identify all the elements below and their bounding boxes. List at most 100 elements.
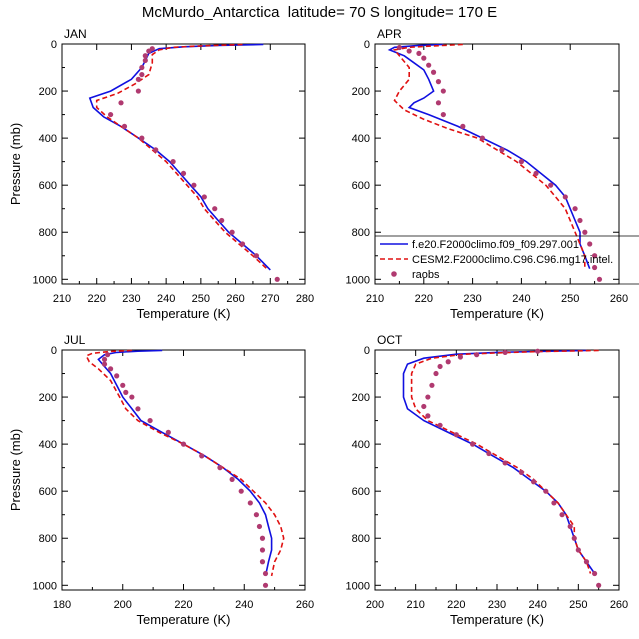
raobs-point xyxy=(551,500,557,506)
raobs-point xyxy=(101,361,108,367)
y-tick-label: 200 xyxy=(39,86,57,98)
x-tick-label: 220 xyxy=(415,293,433,305)
page-title: McMurdo_Antarctica latitude= 70 S longit… xyxy=(141,4,498,21)
raobs-point xyxy=(135,406,141,412)
raobs-point xyxy=(460,123,466,129)
raobs-point xyxy=(146,48,152,54)
x-tick-label: 200 xyxy=(366,599,384,611)
panel-label: OCT xyxy=(377,333,403,347)
raobs-point xyxy=(262,570,269,577)
legend-label: CESM2.F2000climo.C96.C96.mg17.intel. xyxy=(412,254,613,266)
raobs-point xyxy=(416,50,422,57)
panel-label: JAN xyxy=(64,27,87,41)
raobs-point xyxy=(239,241,246,247)
raobs-point xyxy=(502,349,508,355)
y-tick-label: 800 xyxy=(352,227,370,239)
y-tick-label: 600 xyxy=(352,486,370,498)
raobs-point xyxy=(499,147,505,153)
raobs-point xyxy=(445,359,451,365)
raobs-point xyxy=(425,413,431,419)
raobs-point xyxy=(543,488,549,494)
raobs-point xyxy=(165,429,171,435)
y-tick-label: 1000 xyxy=(346,580,370,592)
x-tick-label: 240 xyxy=(528,599,546,611)
x-tick-label: 260 xyxy=(296,599,314,611)
x-tick-label: 230 xyxy=(488,599,506,611)
raobs-point xyxy=(474,352,480,358)
x-tick-label: 280 xyxy=(296,293,314,305)
raobs-point xyxy=(135,88,141,94)
x-tick-label: 180 xyxy=(53,599,71,611)
raobs-point xyxy=(201,194,207,200)
y-tick-label: 1000 xyxy=(33,274,57,286)
raobs-point xyxy=(129,394,135,400)
legend: f.e20.F2000climo.f09_f09.297.001 CESM2.F2… xyxy=(375,235,639,285)
raobs-point xyxy=(426,62,432,68)
y-tick-label: 600 xyxy=(39,486,57,498)
panel-label: JUL xyxy=(64,333,86,347)
x-axis-label: Temperature (K) xyxy=(450,306,544,321)
raobs-point xyxy=(430,69,437,75)
y-tick-label: 0 xyxy=(51,39,57,51)
y-tick-label: 0 xyxy=(364,345,370,357)
raobs-point xyxy=(437,422,443,428)
raobs-point xyxy=(139,71,145,78)
raobs-point xyxy=(101,356,108,363)
panel-label: APR xyxy=(377,27,402,41)
y-tick-label: 1000 xyxy=(346,274,370,286)
x-axis-label: Temperature (K) xyxy=(450,612,544,627)
raobs-point xyxy=(170,159,176,165)
x-tick-label: 240 xyxy=(157,293,175,305)
y-tick-label: 400 xyxy=(352,439,370,451)
f-e20-profile-line xyxy=(88,43,271,271)
raobs-point xyxy=(421,403,427,410)
raobs-point xyxy=(596,276,603,282)
x-tick-label: 220 xyxy=(447,599,465,611)
raobs-point xyxy=(421,55,427,61)
y-tick-label: 200 xyxy=(39,392,57,404)
raobs-point xyxy=(219,217,225,224)
apr-panel: 210 220 230 240 250 260 0 200 400 600 800 1000 APR Te… xyxy=(346,27,629,321)
y-tick-label: 800 xyxy=(39,227,57,239)
x-tick-label: 250 xyxy=(561,293,579,305)
raobs-point xyxy=(596,582,602,588)
f-e20-profile-line xyxy=(387,43,591,269)
raobs-point xyxy=(567,523,573,530)
legend-label: f.e20.F2000climo.f09_f09.297.001 xyxy=(412,239,579,251)
raobs-point xyxy=(396,44,402,51)
raobs-point xyxy=(577,217,583,224)
raobs-point xyxy=(114,373,120,379)
y-tick-label: 800 xyxy=(352,533,370,545)
raobs-point xyxy=(429,382,435,388)
raobs-point xyxy=(262,582,269,588)
raobs-point xyxy=(440,111,446,118)
y-tick-label: 600 xyxy=(352,180,370,192)
raobs-point xyxy=(533,170,539,177)
raobs-point xyxy=(259,547,266,553)
x-tick-label: 240 xyxy=(512,293,530,305)
y-tick-label: 400 xyxy=(352,133,370,145)
y-tick-label: 200 xyxy=(352,392,370,404)
x-tick-label: 250 xyxy=(192,293,210,305)
raobs-point xyxy=(142,57,148,64)
raobs-point xyxy=(518,469,525,475)
raobs-point xyxy=(440,88,446,94)
raobs-point xyxy=(572,206,578,212)
plot-frame xyxy=(61,349,306,591)
y-tick-label: 200 xyxy=(352,86,370,98)
raobs-point xyxy=(548,182,554,188)
legend-swatch-dot xyxy=(391,271,397,277)
raobs-point xyxy=(139,64,145,71)
raobs-point xyxy=(502,460,508,466)
x-tick-label: 270 xyxy=(261,293,279,305)
x-tick-label: 220 xyxy=(88,293,106,305)
raobs-point xyxy=(108,366,114,372)
raobs-point xyxy=(486,450,492,457)
raobs-point xyxy=(229,229,235,235)
x-tick-label: 250 xyxy=(569,599,587,611)
raobs-point xyxy=(253,253,259,259)
raobs-point xyxy=(123,389,129,395)
raobs-point xyxy=(571,535,577,541)
y-tick-label: 0 xyxy=(51,345,57,357)
